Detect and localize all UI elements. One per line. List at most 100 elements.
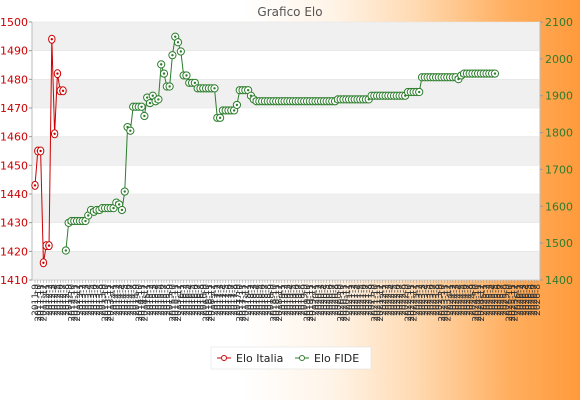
y-tick-label-right: 1600 [545, 200, 573, 213]
data-point-center [168, 85, 171, 88]
x-tick-label: 2012-1 [42, 284, 52, 316]
x-tick-label: 2021-11 [373, 284, 383, 322]
x-tick-label: 2012-6 [56, 284, 66, 316]
data-point-center [53, 132, 56, 135]
data-point-center [129, 129, 132, 132]
x-tick-label: 2012-4 [51, 284, 61, 316]
x-tick-label: 2023-2 [415, 284, 425, 316]
legend-item-elo-fide: Elo FIDE [295, 352, 359, 365]
x-tick-label: 2023-1 [412, 284, 422, 316]
x-tick-label: 2012-8 [62, 284, 72, 316]
x-tick-label: 2024-12 [477, 284, 487, 322]
x-tick-label: 2019-5 [289, 284, 299, 316]
x-tick-label: 2018-12 [275, 284, 285, 322]
x-tick-label: 2025-10 [505, 284, 515, 322]
legend-swatch-marker [221, 355, 227, 361]
data-point-center [47, 244, 51, 247]
legend-label: Elo Italia [236, 352, 283, 365]
x-tick-label: 2014-6 [124, 284, 134, 316]
x-tick-label: 2020-10 [337, 284, 347, 322]
x-tick-label: 2014-9 [132, 284, 142, 316]
x-tick-label: 2020-3 [317, 284, 327, 316]
x-tick-label: 2018-5 [255, 284, 265, 316]
x-tick-label: 2026-8 [533, 284, 543, 316]
x-tick-label: 2016-1 [177, 284, 187, 316]
x-tick-label: 2012-9 [65, 284, 75, 316]
x-tick-label: 2017-3 [216, 284, 226, 316]
x-tick-label: 2017-2 [213, 284, 223, 316]
x-tick-label: 2024-7 [463, 284, 473, 316]
x-tick-label: 2014-8 [129, 284, 139, 316]
y-tick-label-left: 1490 [0, 45, 28, 58]
x-tick-label: 2015-10 [168, 284, 178, 322]
x-tick-label: 2013-11 [104, 284, 114, 322]
x-tick-label: 2013-6 [90, 284, 100, 316]
x-tick-label: 2014-12 [140, 284, 150, 322]
x-tick-label: 2023-6 [426, 284, 436, 316]
x-tick-label: 2021-12 [376, 284, 386, 322]
x-tick-label: 2013-2 [79, 284, 89, 316]
x-tick-label: 2012-11 [70, 284, 80, 322]
x-tick-label: 2022-6 [393, 284, 403, 316]
x-tick-label: 2018-1 [244, 284, 254, 316]
x-tick-label: 2021-4 [354, 284, 364, 316]
x-tick-label: 2016-3 [182, 284, 192, 316]
x-tick-label: 2015-6 [157, 284, 167, 316]
x-tick-label: 2013-7 [93, 284, 103, 316]
x-tick-label: 2023-7 [429, 284, 439, 316]
legend: Elo Italia Elo FIDE [210, 346, 372, 370]
data-point-center [87, 214, 90, 217]
x-tick-label: 2013-12 [107, 284, 117, 322]
x-tick-label: 2024-9 [468, 284, 478, 316]
x-tick-label: 2017-5 [222, 284, 232, 316]
data-point-center [42, 261, 45, 264]
x-tick-label: 2018-7 [261, 284, 271, 316]
x-tick-label: 2023-12 [443, 284, 453, 322]
x-tick-label: 2021-9 [368, 284, 378, 316]
x-tick-label: 2014-10 [135, 284, 145, 322]
x-tick-label: 2019-1 [278, 284, 288, 316]
x-tick-label: 2026-5 [525, 284, 535, 316]
x-tick-label: 2022-11 [407, 284, 417, 322]
x-tick-label: 2023-8 [432, 284, 442, 316]
axes: 1410 1420 1430 1440 1450 1460 1470 1480 1490 1500… [0, 16, 573, 322]
data-point-center [117, 203, 121, 206]
data-point-center [171, 53, 174, 57]
x-tick-label: 2014-11 [138, 284, 148, 322]
x-tick-label: 2026-7 [530, 284, 540, 316]
x-tick-label: 2018-4 [253, 284, 263, 316]
x-tick-label: 2016-5 [188, 284, 198, 316]
data-point-center [56, 72, 59, 75]
x-tick-label: 2011-9 [31, 284, 41, 316]
data-point-center [246, 88, 250, 92]
x-tick-label: 2025-12 [511, 284, 521, 322]
x-tick-label: 2025-6 [494, 284, 504, 316]
x-tick-label: 2018-11 [272, 284, 282, 322]
data-point-center [33, 184, 37, 187]
x-tick-label: 2015-5 [154, 284, 164, 316]
x-tick-label: 2016-10 [202, 284, 212, 322]
legend-item-elo-italia: Elo Italia [217, 352, 283, 365]
x-tick-label: 2017-11 [239, 284, 249, 322]
x-tick-label: 2022-7 [396, 284, 406, 316]
x-tick-label: 2016-4 [185, 284, 195, 316]
y-tick-label-left: 1500 [0, 16, 28, 29]
x-tick-label: 2019-2 [281, 284, 291, 316]
y-tick-label-left: 1410 [0, 274, 28, 287]
x-tick-label: 2016-7 [194, 284, 204, 316]
x-tick-label: 2019-12 [309, 284, 319, 322]
grid-band [32, 251, 540, 280]
x-tick-label: 2024-6 [460, 284, 470, 316]
data-point-center [162, 72, 166, 75]
x-tick-label: 2015-9 [166, 284, 176, 316]
x-tick-label: 2011-10 [34, 284, 44, 322]
x-tick-label: 2015-12 [174, 284, 184, 322]
data-point-center [179, 50, 183, 53]
y-tick-label-left: 1430 [0, 217, 28, 230]
chart-title: Grafico Elo [257, 5, 322, 19]
x-tick-label: 2015-2 [146, 284, 156, 316]
x-tick-label: 2020-8 [331, 284, 341, 316]
x-tick-label: 2024-10 [471, 284, 481, 322]
x-tick-label: 2019-4 [286, 284, 296, 316]
